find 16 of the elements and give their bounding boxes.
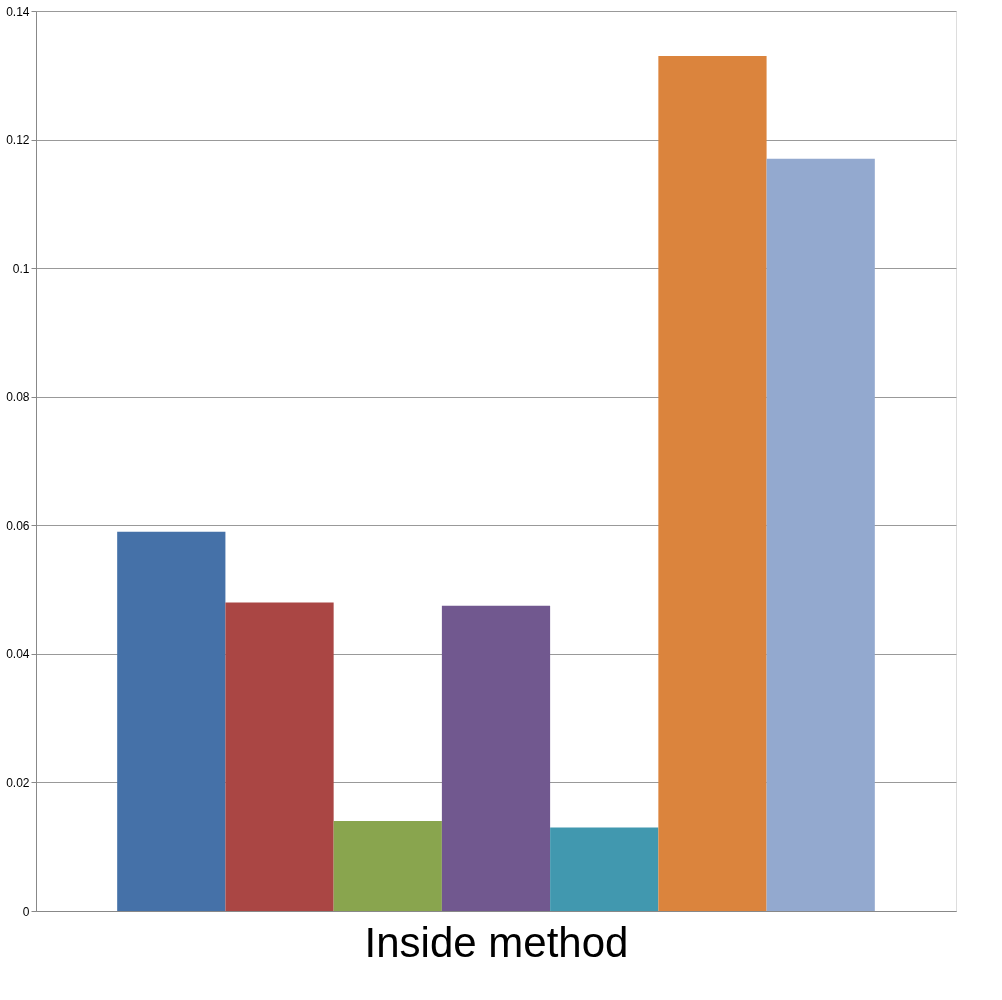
y-tick-label: 0.04: [6, 647, 30, 662]
bar: [225, 602, 334, 911]
y-tick-label: 0.12: [6, 133, 30, 148]
y-tick-label: 0.02: [6, 775, 30, 790]
bar: [766, 158, 875, 911]
y-tick-label: 0.06: [6, 518, 30, 533]
y-tick-label: 0: [22, 904, 30, 919]
bar: [333, 821, 442, 911]
bar: [441, 605, 551, 911]
bar: [658, 56, 767, 911]
x-axis-title: Inside method: [364, 918, 629, 966]
y-tick-label: 0.14: [6, 4, 30, 19]
y-tick-label: 0.08: [6, 390, 30, 405]
bar: [117, 531, 226, 911]
bar: [550, 827, 659, 911]
y-tick-label: 0.1: [12, 261, 30, 276]
